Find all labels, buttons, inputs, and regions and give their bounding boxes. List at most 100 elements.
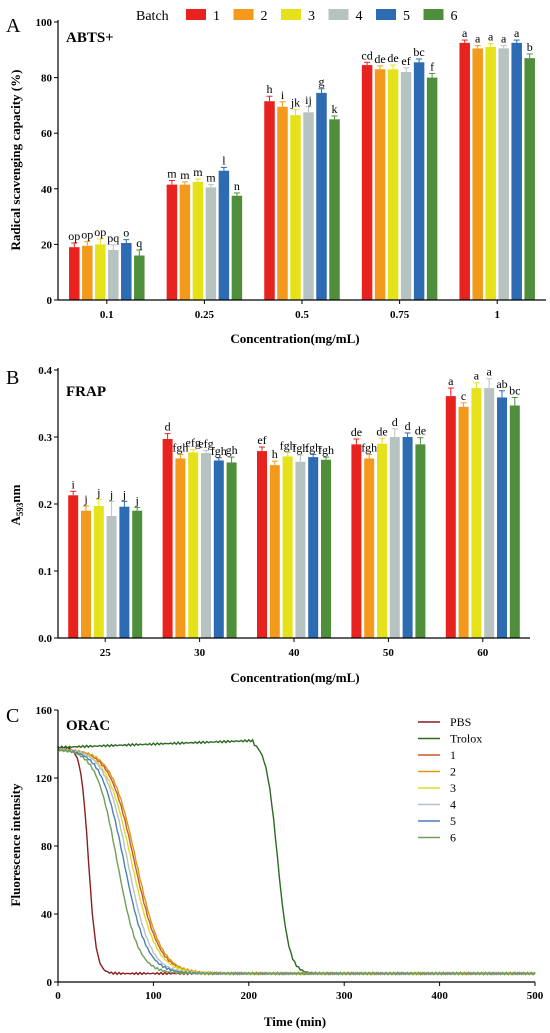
panel-c-x-tick-label: 500 — [527, 990, 544, 1002]
panel-a-legend-label: 1 — [213, 9, 220, 24]
panel-a-significance-label: g — [319, 75, 325, 89]
panel-b-y-label-main: A — [8, 515, 23, 525]
panel-c-legend-label: 1 — [450, 748, 456, 762]
panel-a-bar — [485, 47, 496, 300]
panel-b-bar — [497, 397, 507, 638]
panel-a-y-tick-label: 100 — [36, 17, 53, 29]
panel-a-legend-swatch — [281, 9, 301, 20]
panel-a-title: ABTS+ — [66, 30, 114, 46]
panel-b-bar — [484, 388, 495, 638]
panel-b-bar — [308, 457, 319, 638]
panel-a-significance-label: l — [222, 153, 226, 167]
panel-a-significance-label: op — [94, 225, 106, 239]
panel-a-bar — [108, 249, 119, 300]
panel-c-line-series — [57, 747, 536, 976]
panel-a-significance-label: de — [387, 51, 398, 65]
panel-c-legend-label: 2 — [450, 765, 456, 779]
panel-a-significance-label: b — [527, 40, 533, 54]
panel-b-bar — [364, 458, 375, 638]
panel-b-bar — [188, 452, 199, 638]
panel-b-x-tick-label: 60 — [477, 647, 489, 659]
panel-c-y-tick-label: 80 — [41, 841, 53, 853]
panel-a-bar — [374, 69, 386, 300]
panel-a-significance-label: a — [462, 26, 468, 40]
panel-b-x-tick-label: 40 — [289, 647, 301, 659]
panel-b-significance-label: fgh — [211, 444, 227, 458]
panel-a-bar — [166, 184, 178, 300]
panel-b-bar — [377, 443, 387, 638]
panel-c-legend-label: 3 — [450, 781, 456, 795]
panel-b-significance-label: fgh — [305, 440, 321, 454]
panel-c-legend-label: 5 — [450, 814, 456, 828]
panel-a-significance-label: op — [68, 229, 80, 243]
panel-c-y-tick-label: 120 — [36, 773, 53, 785]
panel-b-bar — [351, 444, 362, 638]
panel-a-legend-swatch — [376, 9, 396, 20]
panel-b-bar — [106, 516, 117, 638]
panel-b-bar — [119, 506, 130, 638]
panel-a-bar — [192, 181, 204, 300]
panel-a-bar — [205, 187, 217, 300]
panel-b-bar — [389, 437, 400, 638]
panel-a-bar — [121, 243, 132, 300]
panel-a-legend-title: Batch — [136, 9, 169, 24]
panel-a-bar — [387, 69, 399, 300]
panel-a-bar — [400, 72, 412, 300]
panel-b-significance-label: fgh — [172, 440, 188, 454]
panel-b-y-tick-label: 0.2 — [38, 499, 52, 511]
panel-a-bar — [413, 62, 425, 301]
panel-a-bar-chart: A ABTS+ Batch Radical scavenging capacit… — [6, 9, 546, 346]
panel-a-significance-label: cd — [361, 48, 372, 62]
panel-a-bar — [179, 184, 191, 300]
panel-b-significance-label: j — [122, 487, 126, 501]
panel-c-line-series — [57, 746, 536, 976]
panel-a-bar — [498, 48, 509, 300]
panel-b-bar — [132, 510, 143, 638]
panel-b-significance-label: a — [487, 365, 493, 379]
panel-b-x-tick-label: 30 — [194, 647, 206, 659]
panel-a-bar — [82, 245, 93, 300]
panel-a-significance-label: i — [281, 88, 285, 102]
panel-a-legend-label: 5 — [403, 9, 410, 24]
panel-b-x-tick-label: 25 — [100, 647, 112, 659]
panel-b-bar — [226, 462, 237, 638]
panel-b-significance-label: ab — [496, 377, 507, 391]
panel-a-bar — [218, 170, 230, 300]
panel-a-y-tick-label: 40 — [41, 184, 53, 196]
panel-a-significance-label: op — [81, 228, 93, 242]
panel-a-x-tick-label: 0.1 — [100, 309, 114, 321]
panel-a-significance-label: pq — [107, 231, 119, 245]
panel-a-legend-swatch — [423, 9, 444, 20]
panel-a-y-axis-label: Radical scavenging capacity (%) — [8, 70, 23, 251]
panel-c-x-tick-label: 0 — [55, 990, 61, 1002]
panel-b-significance-label: j — [96, 485, 100, 499]
panel-a-significance-label: m — [167, 166, 177, 180]
panel-b-bar — [471, 388, 482, 638]
panel-a-legend-swatch — [186, 9, 206, 20]
panel-b-bar — [201, 453, 211, 638]
panel-c-x-tick-label: 100 — [145, 990, 162, 1002]
panel-b-bar — [269, 465, 280, 638]
panel-b-y-tick-label: 0.0 — [38, 633, 52, 645]
panel-b-significance-label: d — [405, 419, 411, 433]
panel-letter-c: C — [6, 705, 19, 727]
panel-b-significance-label: fgh — [318, 443, 334, 457]
panel-a-significance-label: k — [332, 102, 338, 116]
panel-c-line-series — [57, 748, 536, 976]
panel-b-y-tick-label: 0.3 — [38, 432, 52, 444]
panel-b-bar — [415, 444, 426, 638]
panel-a-legend-swatch — [328, 9, 349, 20]
panel-a-bar — [69, 247, 80, 300]
panel-b-significance-label: i — [72, 477, 76, 491]
panel-a-legend-swatch — [233, 9, 254, 20]
panel-b-significance-label: fgh — [292, 441, 308, 455]
panel-b-bar — [257, 451, 267, 638]
panel-b-significance-label: de — [415, 424, 426, 438]
panel-a-bar — [290, 115, 301, 300]
panel-b-significance-label: j — [83, 492, 87, 506]
panel-b-significance-label: fgh — [280, 438, 296, 452]
panel-b-significance-label: gh — [226, 443, 238, 457]
panel-b-y-label-sub: 593 — [15, 502, 25, 516]
panel-a-bar — [329, 119, 340, 300]
